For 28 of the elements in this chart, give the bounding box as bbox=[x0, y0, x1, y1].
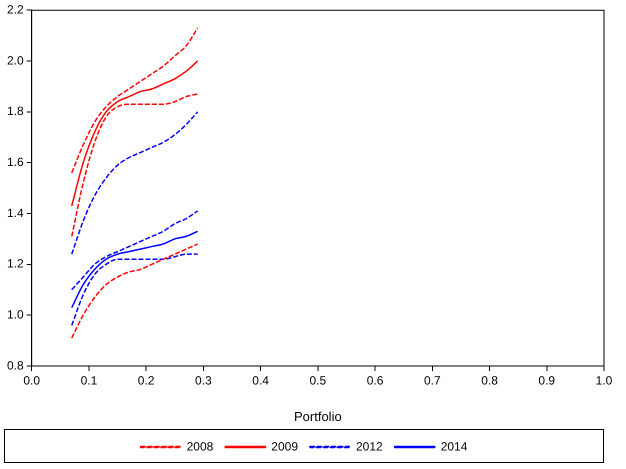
x-tick-label: 0.0 bbox=[23, 374, 40, 388]
line-series bbox=[70, 27, 198, 174]
legend-label: 2009 bbox=[271, 439, 298, 454]
y-tick-label: 2.2 bbox=[6, 2, 24, 17]
line-series bbox=[70, 243, 198, 339]
x-tick-label: 0.4 bbox=[252, 374, 270, 388]
x-tick-label: 0.8 bbox=[481, 374, 498, 388]
legend-label: 2012 bbox=[356, 439, 384, 454]
y-tick-label: 1.6 bbox=[6, 155, 24, 169]
x-tick-label: 1.0 bbox=[596, 374, 613, 388]
x-tick-label: 0.1 bbox=[80, 374, 98, 388]
line-series bbox=[70, 253, 198, 326]
y-tick-label: 0.8 bbox=[6, 358, 24, 372]
x-tick-label: 0.2 bbox=[138, 374, 155, 388]
y-tick-label: 1.2 bbox=[6, 256, 24, 271]
y-tick-label: 1.4 bbox=[6, 206, 24, 220]
x-tick-label: 0.9 bbox=[538, 374, 556, 388]
x-axis-title: Portfolio bbox=[294, 408, 342, 424]
x-tick-label: 0.7 bbox=[424, 374, 441, 388]
x-tick-label: 0.6 bbox=[366, 374, 384, 388]
y-tick-label: 1.8 bbox=[6, 104, 24, 118]
legend-label: 2014 bbox=[440, 439, 468, 454]
legend-label: 2008 bbox=[186, 439, 214, 454]
x-tick-label: 0.5 bbox=[309, 374, 327, 388]
x-tick-label: 0.3 bbox=[195, 374, 212, 388]
y-tick-label: 2.0 bbox=[6, 53, 24, 68]
line-series bbox=[70, 111, 198, 255]
y-tick-label: 1.0 bbox=[6, 307, 24, 322]
